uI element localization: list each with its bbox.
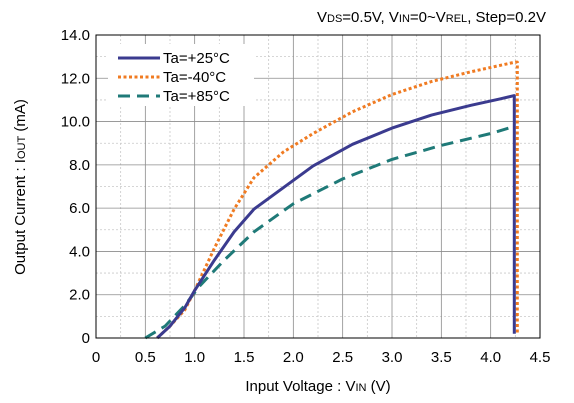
tick-labels: 0 0.5 1.0 1.5 2.0 2.5 3.0 3.5 4.0 4.5 0 2.0 4.0 6.0 8.… <box>61 27 551 366</box>
x-tick-label: 4.5 <box>530 349 551 366</box>
series-line-ta-minus-40c <box>156 60 519 340</box>
x-tick-label: 0.5 <box>135 349 156 366</box>
x-tick-label: 3.0 <box>382 349 403 366</box>
x-tick-label: 2.5 <box>332 349 353 366</box>
legend-background <box>108 44 254 106</box>
chart-subtitle: VDS=0.5V, VIN=0~VREL, Step=0.2V <box>317 9 546 26</box>
y-tick-label: 4.0 <box>69 243 90 260</box>
y-tick-label: 2.0 <box>69 287 90 304</box>
y-tick-label: 8.0 <box>69 157 90 174</box>
y-tick-label: 6.0 <box>69 200 90 217</box>
legend: Ta=+25°C Ta=-40°C Ta=+85°C <box>108 44 254 106</box>
x-tick-label: 1.0 <box>184 349 205 366</box>
series-line-ta-85c <box>144 125 513 340</box>
x-tick-label: 1.5 <box>234 349 255 366</box>
legend-label: Ta=+25°C <box>163 50 230 67</box>
x-tick-label: 0 <box>92 349 100 366</box>
y-axis-label: Output Current : IOUT (mA) <box>12 99 29 275</box>
series-lines <box>144 60 519 340</box>
series-line-ta-25c <box>156 94 516 340</box>
legend-label: Ta=+85°C <box>163 88 230 105</box>
legend-label: Ta=-40°C <box>163 69 226 86</box>
y-tick-label: 0 <box>82 330 90 347</box>
x-tick-label: 4.0 <box>480 349 501 366</box>
y-tick-label: 14.0 <box>61 27 90 44</box>
x-tick-label: 3.5 <box>431 349 452 366</box>
x-tick-label: 2.0 <box>283 349 304 366</box>
x-axis-label: Input Voltage : VIN (V) <box>245 378 390 395</box>
plot-area-frame <box>95 34 541 339</box>
y-tick-label: 10.0 <box>61 114 90 131</box>
y-tick-label: 12.0 <box>61 70 90 87</box>
